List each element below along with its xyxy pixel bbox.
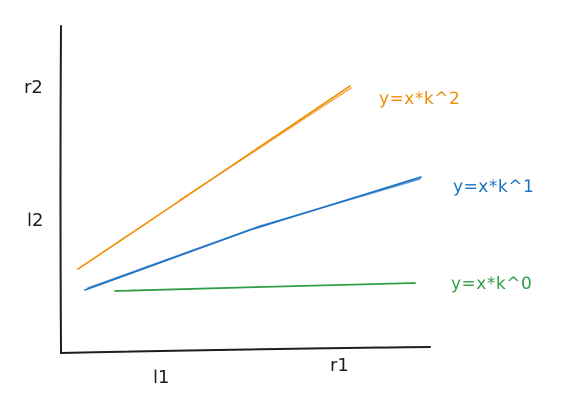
line-k0-stroke [114, 282, 416, 292]
y-tick-label-r2: r2 [24, 77, 43, 98]
line-label-k0: y=x*k^0 [451, 274, 532, 294]
line-k2-stroke [77, 85, 351, 270]
line-k0 [114, 282, 416, 292]
line-k1 [84, 176, 422, 291]
line-k2-stroke-2 [179, 87, 352, 201]
line-k2 [77, 85, 352, 270]
line-label-k1: y=x*k^1 [453, 177, 534, 197]
x-tick-label-l1: l1 [153, 367, 169, 388]
line-label-k2: y=x*k^2 [379, 89, 460, 109]
line-k1-stroke-2 [87, 178, 421, 289]
x-axis [60, 346, 431, 354]
y-axis [59, 25, 62, 354]
axes [59, 25, 431, 354]
x-tick-label-r1: r1 [330, 355, 349, 376]
y-tick-label-l2: l2 [27, 210, 43, 231]
